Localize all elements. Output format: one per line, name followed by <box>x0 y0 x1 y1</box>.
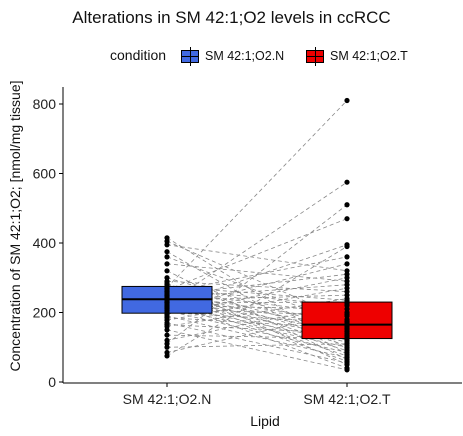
pair-line <box>166 181 348 305</box>
data-point <box>344 202 350 208</box>
data-point <box>344 367 350 373</box>
chart-title: Alterations in SM 42:1;O2 levels in ccRC… <box>72 8 391 27</box>
data-point <box>164 254 170 260</box>
pair-line <box>166 343 348 348</box>
y-tick-label: 600 <box>33 166 57 182</box>
pair-line <box>166 218 348 291</box>
data-point <box>344 243 350 250</box>
x-tick-label: SM 42:1;O2.N <box>123 391 212 407</box>
data-points <box>164 97 350 373</box>
legend-key-normal <box>181 46 199 66</box>
data-point <box>164 332 170 338</box>
legend-label-tumor: SM 42:1;O2.T <box>330 49 408 63</box>
pair-line <box>166 263 348 282</box>
pair-line <box>166 280 348 293</box>
x-axis-label: Lipid <box>250 413 280 429</box>
pair-line <box>166 298 348 327</box>
axes: 0 200 400 600 800 SM 42:1;O2.N SM 42:1;O2.T <box>33 87 462 407</box>
pair-line <box>166 100 348 288</box>
pair-line <box>166 310 348 353</box>
data-point <box>164 249 170 255</box>
y-tick-label: 0 <box>48 374 56 390</box>
pair-line <box>166 282 348 365</box>
data-point <box>344 179 350 185</box>
data-point <box>164 268 170 274</box>
legend-label-normal: SM 42:1;O2.N <box>205 49 285 63</box>
legend-item-normal: SM 42:1;O2.N <box>181 46 285 66</box>
pair-line <box>166 315 348 359</box>
legend-item-tumor: SM 42:1;O2.T <box>306 46 408 66</box>
pair-line <box>166 322 348 364</box>
legend-title: condition <box>110 47 167 63</box>
data-point <box>344 254 350 260</box>
y-tick-label: 800 <box>33 96 57 112</box>
pair-line <box>166 244 348 272</box>
data-point <box>164 275 170 281</box>
data-point <box>164 349 170 356</box>
pair-line <box>166 312 348 353</box>
pair-line <box>166 270 348 360</box>
data-point <box>344 261 350 267</box>
pair-line <box>166 329 348 371</box>
data-point <box>164 337 170 343</box>
y-tick-label: 200 <box>33 305 57 321</box>
pair-line <box>166 246 348 357</box>
y-axis-label: Concentration of SM 42:1;O2; [nmol/mg ti… <box>7 80 23 371</box>
data-point <box>344 216 350 222</box>
pair-line <box>166 306 348 348</box>
data-point <box>344 97 350 104</box>
data-point <box>164 261 170 267</box>
data-point <box>164 235 170 241</box>
x-tick-label: SM 42:1;O2.T <box>303 391 391 407</box>
legend-key-tumor <box>306 46 324 66</box>
y-tick-label: 400 <box>33 235 57 251</box>
